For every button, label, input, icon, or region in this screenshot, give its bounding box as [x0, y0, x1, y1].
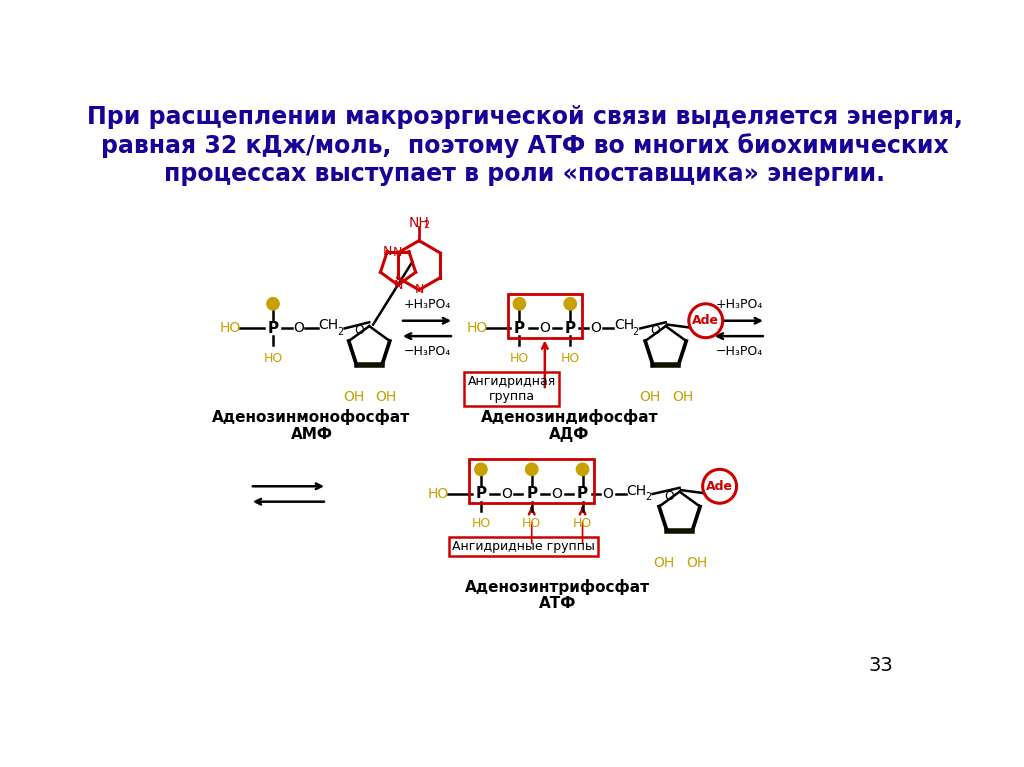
- Text: CH: CH: [627, 484, 646, 498]
- Text: 33: 33: [868, 656, 893, 675]
- Text: P: P: [526, 486, 538, 502]
- Text: P: P: [514, 321, 525, 336]
- Text: OH: OH: [672, 390, 693, 404]
- Text: O: O: [501, 487, 512, 501]
- Text: HO: HO: [560, 351, 580, 364]
- Text: NH: NH: [409, 216, 429, 230]
- Text: +H₃PO₄: +H₃PO₄: [715, 298, 763, 311]
- Bar: [469, 459, 594, 503]
- Text: OH: OH: [640, 390, 660, 404]
- Text: P: P: [475, 486, 486, 502]
- Text: N: N: [393, 246, 402, 259]
- Circle shape: [513, 298, 525, 310]
- Text: −H₃PO₄: −H₃PO₄: [715, 345, 763, 358]
- Text: OH: OH: [343, 390, 365, 404]
- Circle shape: [525, 463, 538, 476]
- Circle shape: [564, 298, 577, 310]
- Circle shape: [577, 463, 589, 476]
- Text: CH: CH: [318, 318, 339, 332]
- Text: N: N: [415, 284, 424, 296]
- Text: OH: OH: [653, 555, 675, 570]
- Bar: [508, 294, 582, 337]
- Text: Ade: Ade: [707, 480, 733, 492]
- Text: HO: HO: [263, 351, 283, 364]
- Text: O: O: [552, 487, 562, 501]
- Text: 2: 2: [633, 327, 639, 337]
- Text: +H₃PO₄: +H₃PO₄: [403, 298, 451, 311]
- Text: O: O: [540, 321, 550, 335]
- Text: АТФ: АТФ: [540, 596, 577, 611]
- Text: HO: HO: [471, 517, 490, 530]
- Text: OH: OH: [376, 390, 397, 404]
- Circle shape: [702, 469, 736, 503]
- Text: O: O: [602, 487, 613, 501]
- Text: O: O: [650, 324, 660, 337]
- Text: OH: OH: [686, 555, 708, 570]
- Text: P: P: [564, 321, 575, 336]
- Text: CH: CH: [614, 318, 634, 332]
- Text: N: N: [383, 245, 392, 258]
- Text: O: O: [293, 321, 304, 335]
- Text: HO: HO: [467, 321, 487, 335]
- Text: −H₃PO₄: −H₃PO₄: [403, 345, 451, 358]
- Text: HO: HO: [510, 351, 529, 364]
- Text: Ade: Ade: [692, 314, 719, 328]
- Text: P: P: [267, 321, 279, 336]
- Text: Аденозинмонофосфат: Аденозинмонофосфат: [212, 410, 411, 425]
- Text: O: O: [354, 324, 364, 337]
- Text: 2: 2: [423, 220, 429, 230]
- Text: 2: 2: [337, 327, 343, 337]
- Circle shape: [267, 298, 280, 310]
- Text: АДФ: АДФ: [549, 427, 590, 442]
- Text: Аденозиндифосфат: Аденозиндифосфат: [480, 410, 658, 425]
- Text: HO: HO: [220, 321, 242, 335]
- Text: 2: 2: [645, 492, 651, 502]
- Text: Ангидридные группы: Ангидридные группы: [452, 540, 595, 553]
- Text: АМФ: АМФ: [291, 427, 333, 442]
- Text: HO: HO: [572, 517, 592, 530]
- Text: Аденозинтрифосфат: Аденозинтрифосфат: [465, 578, 650, 594]
- Text: N: N: [393, 278, 402, 291]
- Text: O: O: [590, 321, 601, 335]
- Text: HO: HO: [522, 517, 542, 530]
- Text: O: O: [665, 489, 674, 502]
- Text: HO: HO: [428, 487, 450, 501]
- Text: P: P: [577, 486, 588, 502]
- Circle shape: [689, 304, 723, 337]
- Text: Ангидридная
группа: Ангидридная группа: [468, 374, 556, 403]
- Text: При расщеплении макроэргической связи выделяется энергия,
равная 32 кДж/моль,  п: При расщеплении макроэргической связи вы…: [87, 105, 963, 186]
- Circle shape: [475, 463, 487, 476]
